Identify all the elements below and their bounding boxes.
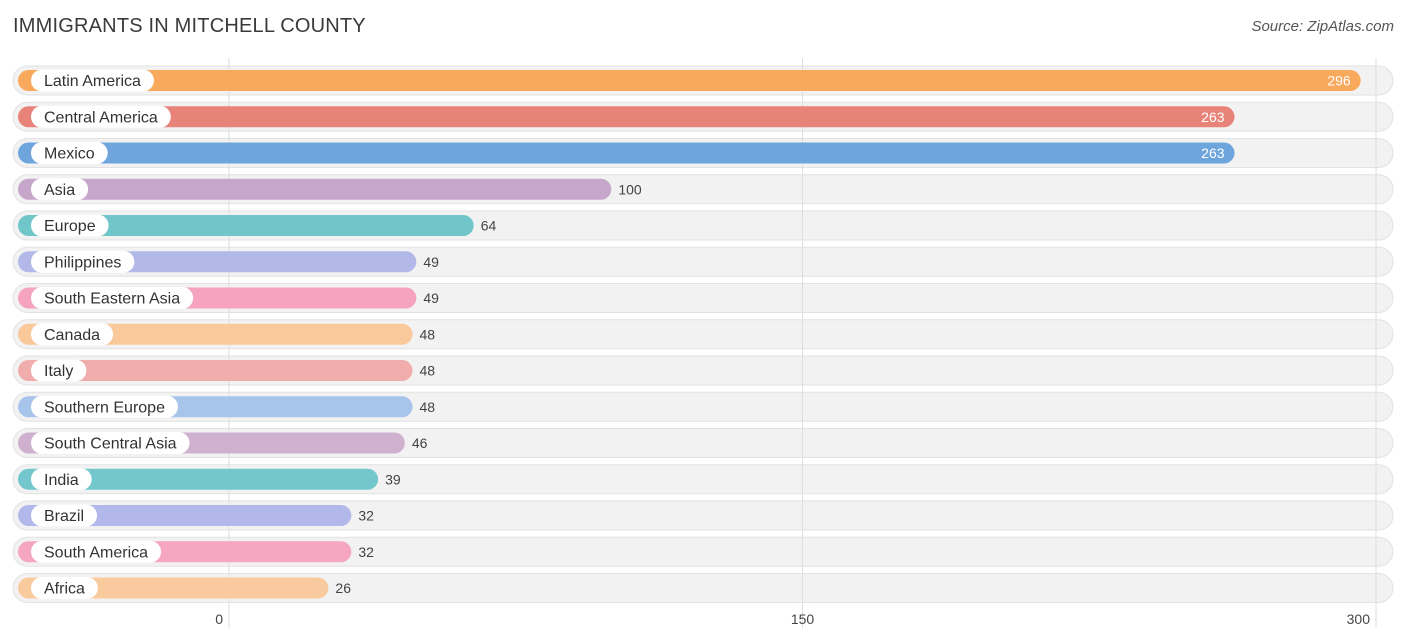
category-label-philippines: Philippines [44,254,121,271]
category-pill-latin-america [31,69,154,92]
category-pill-south-america [31,540,162,563]
bar-asia [18,178,612,200]
category-pill-canada [31,323,114,346]
x-tick-label-300: 300 [1347,611,1371,627]
source-credit: Source: ZipAtlas.com [1251,18,1394,35]
category-pill-africa [31,577,98,599]
bars: Latin America 296 Central America 263 Mexico… [18,69,1361,599]
category-label-south-america: South America [44,544,148,561]
value-label-italy: 48 [420,363,436,379]
category-pill-south-eastern-asia [31,287,194,309]
category-label-india: India [44,472,79,489]
x-axis-ticks: 0 150 300 [215,611,1370,627]
row-track [12,500,1394,531]
value-label-canada: 48 [420,326,436,342]
value-label-south-america: 32 [358,544,374,560]
category-pill-europe [31,214,109,237]
category-label-central-america: Central America [44,109,158,126]
category-label-southern-europe: Southern Europe [44,399,165,416]
bar-latin-america [18,70,1361,91]
value-label-south-eastern-asia: 49 [423,290,439,306]
category-label-south-central-asia: South Central Asia [44,436,177,453]
bar-india [18,468,379,490]
bar-canada [18,323,413,345]
category-label-asia: Asia [44,182,75,199]
category-pill-philippines [31,250,135,273]
bar-italy [18,360,413,381]
value-label-mexico: 263 [1201,145,1225,161]
value-label-philippines: 49 [423,254,439,270]
bar-brazil [18,505,352,526]
bar-europe [18,215,474,236]
category-pill-mexico [31,142,108,164]
value-label-brazil: 32 [358,508,374,524]
category-pill-india [31,468,92,491]
value-label-southern-europe: 48 [420,399,436,415]
row-track [12,536,1394,567]
value-label-latin-america: 296 [1327,73,1351,89]
category-label-canada: Canada [44,327,100,344]
category-pill-central-america [31,105,171,128]
category-label-europe: Europe [44,218,96,235]
value-label-south-central-asia: 46 [412,435,428,451]
category-label-latin-america: Latin America [44,73,141,90]
value-label-europe: 64 [481,218,497,234]
category-label-africa: Africa [44,581,85,598]
value-label-africa: 26 [335,580,351,596]
value-label-india: 39 [385,471,401,487]
value-label-central-america: 263 [1201,109,1225,125]
category-pill-south-central-asia [31,432,190,454]
category-label-mexico: Mexico [44,146,95,163]
category-label-italy: Italy [44,363,73,380]
bar-mexico [18,142,1235,164]
x-tick-label-0: 0 [215,611,223,627]
category-label-brazil: Brazil [44,508,84,525]
category-pill-brazil [31,504,98,527]
category-pill-italy [31,359,87,382]
row-track [12,573,1394,603]
bar-central-america [18,106,1235,128]
category-label-south-eastern-asia: South Eastern Asia [44,291,180,308]
category-pill-asia [31,178,89,201]
chart-title: IMMIGRANTS IN MITCHELL COUNTY [13,15,366,37]
category-pill-southern-europe [31,395,178,418]
x-tick-label-150: 150 [791,611,815,627]
value-label-asia: 100 [618,181,642,197]
